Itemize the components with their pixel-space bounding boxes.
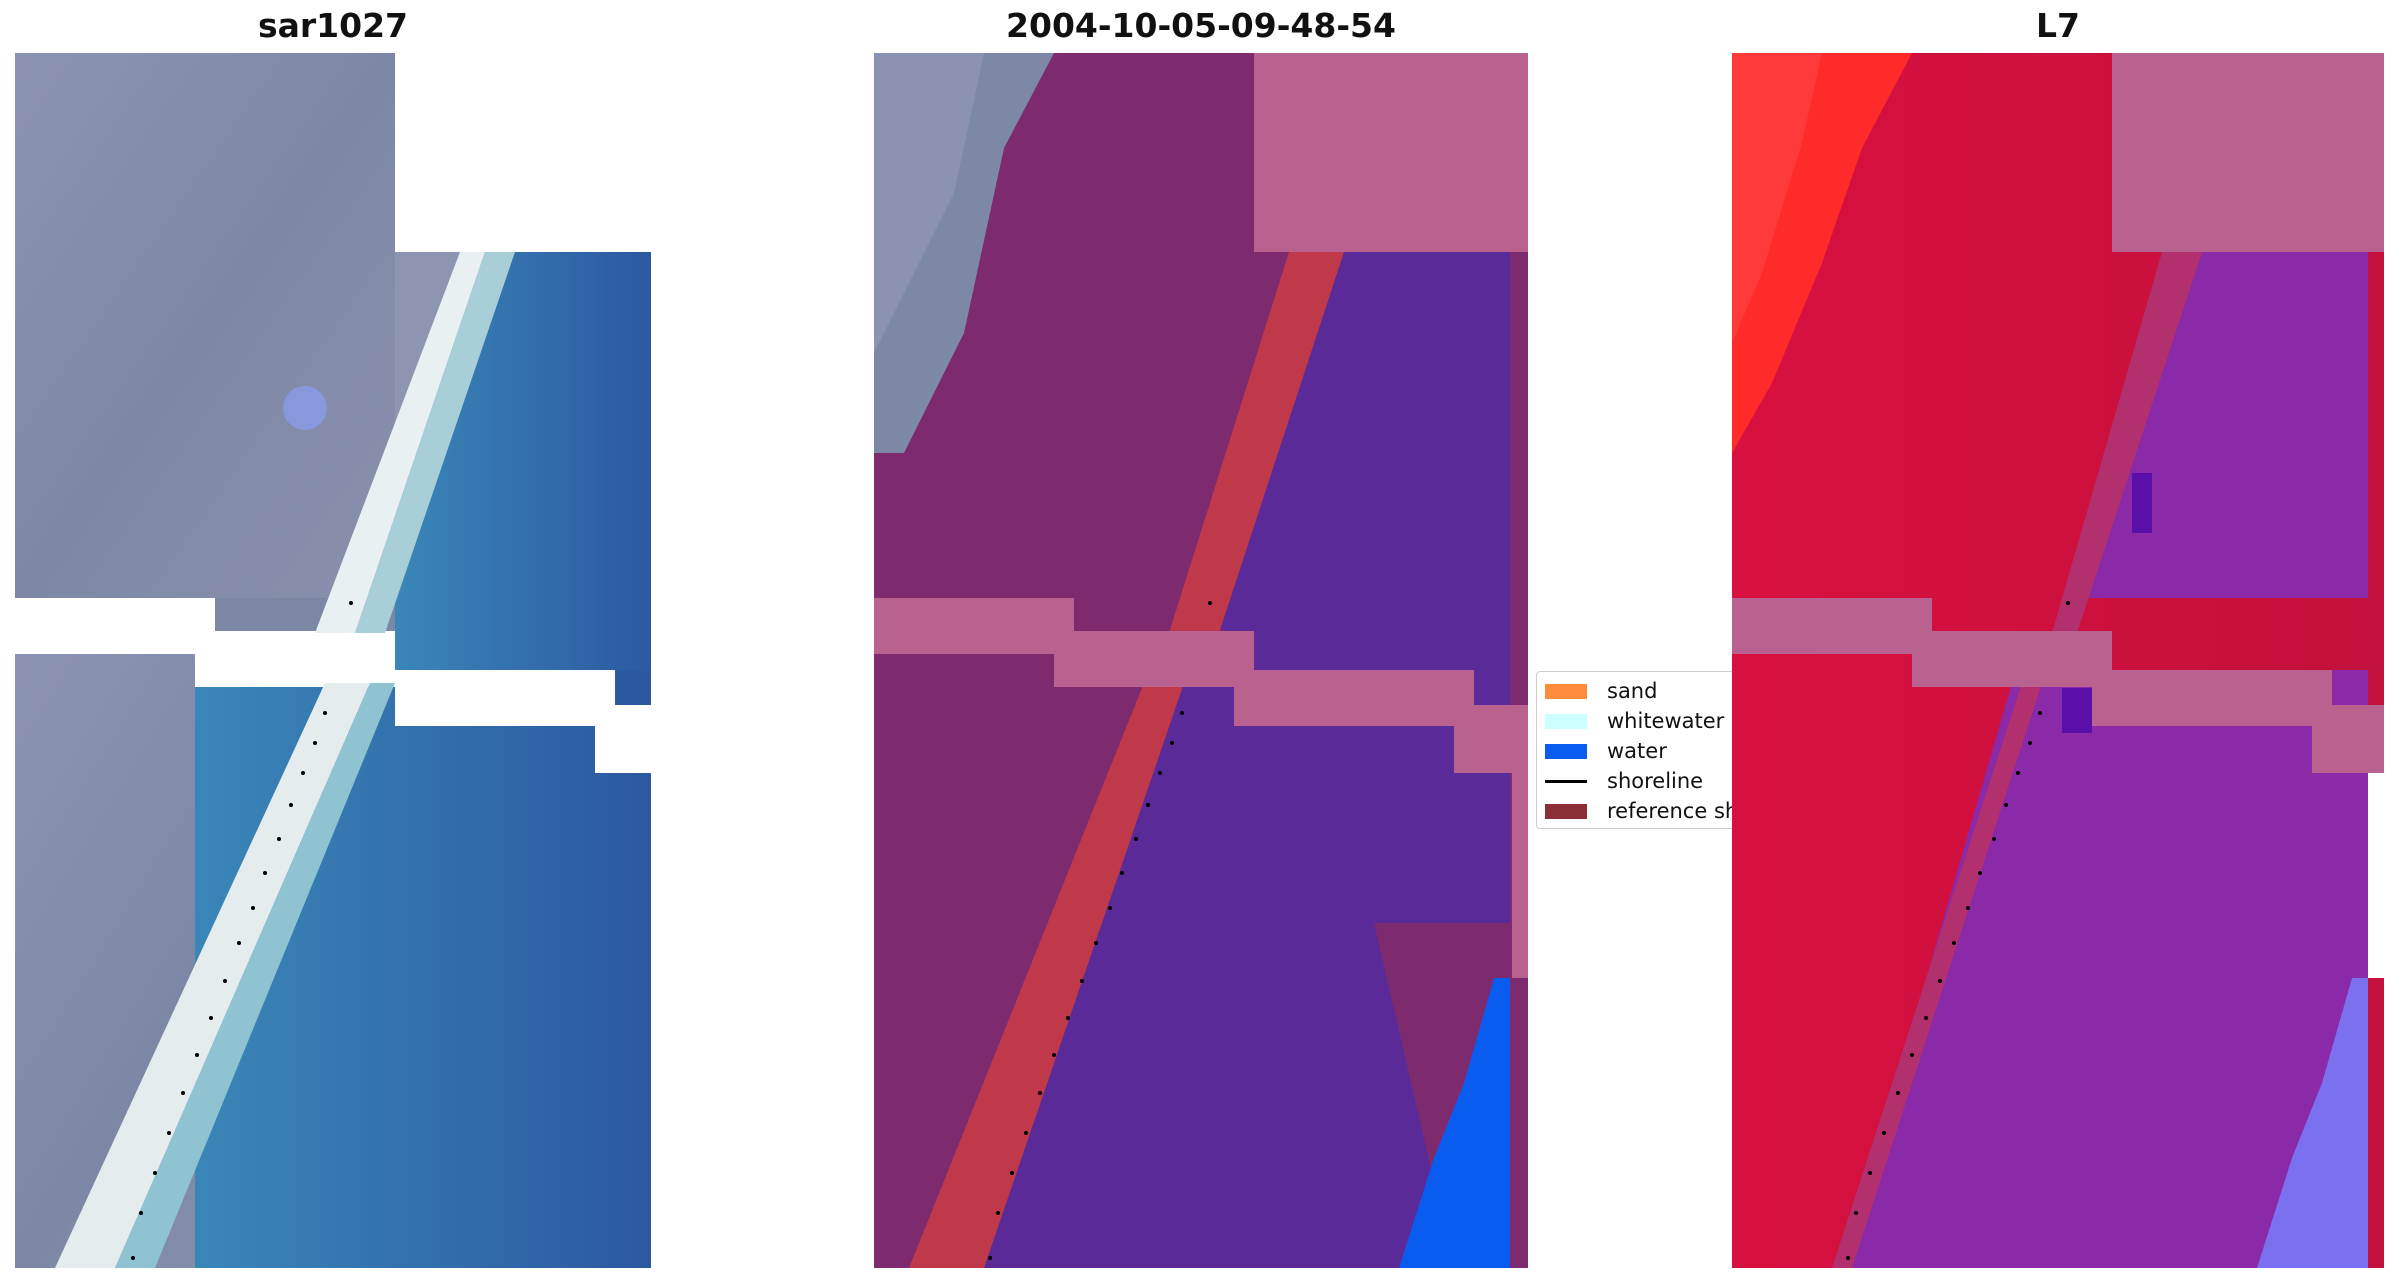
legend-item-shoreline: shoreline — [1545, 769, 1704, 793]
legend-item-whitewater: whitewater — [1545, 709, 1725, 733]
sand-swatch — [1545, 683, 1587, 699]
panel-title-index: L7 — [2036, 6, 2080, 45]
panel-title-rgb: sar1027 — [257, 6, 409, 45]
legend-label-whitewater: whitewater — [1607, 709, 1725, 733]
legend-item-water: water — [1545, 739, 1667, 763]
legend-item-sand: sand — [1545, 679, 1658, 703]
legend-label-water: water — [1607, 739, 1667, 763]
panel-title-classified: 2004-10-05-09-48-54 — [1006, 6, 1396, 45]
legend-label-shoreline: shoreline — [1607, 769, 1704, 793]
legend-label-reference-shoreline: reference sh — [1607, 799, 1738, 823]
legend-item-reference-shoreline: reference sh — [1545, 799, 1738, 823]
reference-shoreline-swatch — [1545, 803, 1587, 819]
classified-image — [874, 53, 1528, 1268]
classified-image-panel — [874, 53, 1528, 1268]
index-image-panel — [1732, 53, 2384, 1268]
rgb-image-panel — [15, 53, 651, 1268]
legend-label-sand: sand — [1607, 679, 1658, 703]
rgb-image — [15, 53, 651, 1268]
shoreline-line-swatch — [1545, 779, 1587, 783]
legend: sand whitewater water shoreline referenc… — [1536, 671, 1738, 829]
whitewater-swatch — [1545, 713, 1587, 729]
index-image — [1732, 53, 2384, 1268]
water-swatch — [1545, 743, 1587, 759]
